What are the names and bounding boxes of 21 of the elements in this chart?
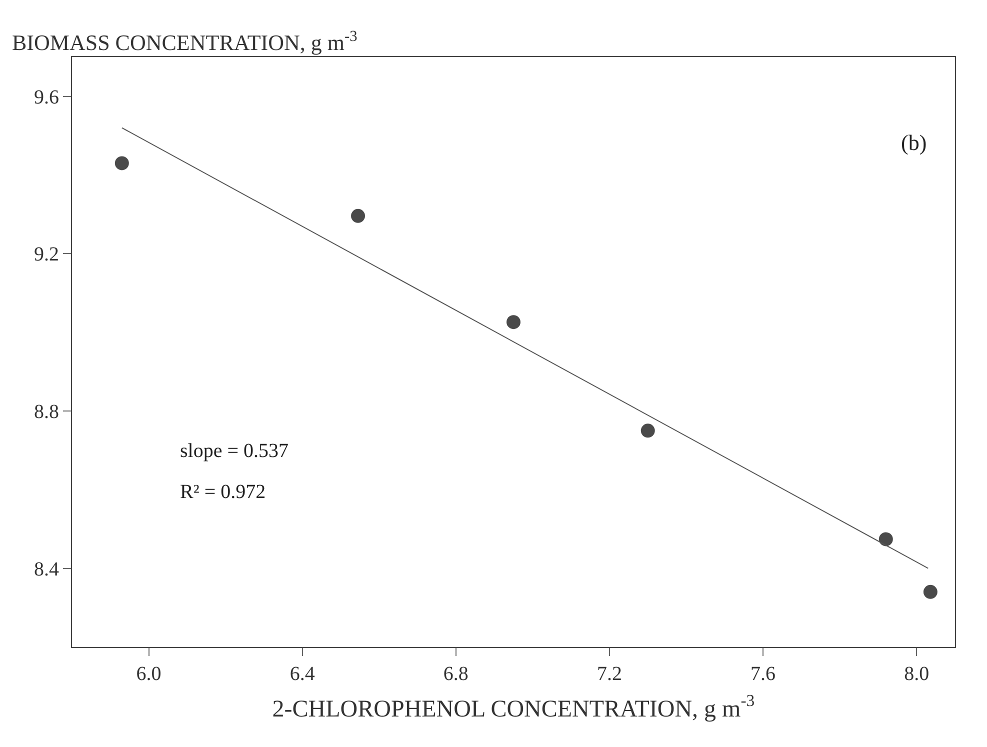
x-tick-label: 7.2	[596, 663, 622, 685]
y-tick-label: 9.2	[34, 244, 59, 266]
x-tick-label: 7.6	[750, 663, 776, 685]
y-tick-label: 9.6	[34, 86, 59, 108]
x-tick-label: 8.0	[904, 663, 930, 685]
point	[114, 156, 129, 170]
y-tick-label: 8.8	[34, 401, 59, 423]
x-tick-label: 6.0	[136, 663, 162, 685]
annotation: R² = 0.972	[180, 481, 266, 503]
point	[878, 532, 893, 546]
y-axis-title: BIOMASS CONCENTRATION, g m$^{-3}$	[12, 28, 358, 56]
x-tick-label: 6.4	[290, 663, 315, 685]
point	[506, 315, 520, 330]
x-tick-label: 6.8	[443, 663, 468, 685]
point	[351, 208, 366, 223]
x-axis-title: 2-CHLOROPHENOL CONCENTRATION, g m$^{-3}$	[272, 691, 755, 722]
point	[923, 584, 938, 599]
y-tick-label: 8.4	[34, 558, 59, 580]
annotation: slope = 0.537	[180, 440, 288, 462]
point	[640, 424, 655, 438]
annotation: (b)	[901, 130, 927, 155]
